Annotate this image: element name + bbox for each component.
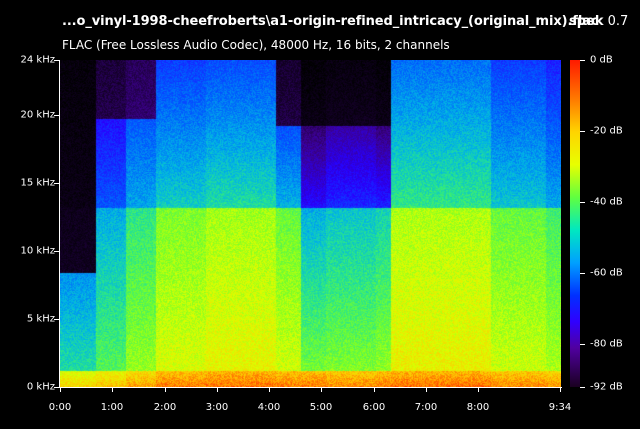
- colorbar-tick-label: -80 dB: [590, 338, 623, 350]
- time-tick-label: 1:00: [100, 402, 124, 413]
- frequency-tick: [54, 387, 60, 388]
- colorbar-tick: [580, 60, 585, 61]
- time-tick-label: 5:00: [309, 402, 333, 413]
- time-tick-label: 0:00: [48, 402, 72, 413]
- frequency-tick: [54, 115, 60, 116]
- frequency-tick-label: 0 kHz: [26, 381, 55, 393]
- time-tick: [560, 387, 561, 392]
- app-version: 0.7: [607, 14, 629, 29]
- stream-info: FLAC (Free Lossless Audio Codec), 48000 …: [62, 38, 450, 52]
- spectrogram-plot: [60, 60, 561, 387]
- time-tick: [426, 387, 427, 392]
- time-tick-label: 9:34: [548, 402, 572, 413]
- colorbar-tick-label: -60 dB: [590, 267, 623, 279]
- colorbar-tick: [580, 387, 585, 388]
- colorbar-tick: [580, 202, 585, 203]
- time-tick-label: 7:00: [414, 402, 438, 413]
- frequency-tick: [54, 183, 60, 184]
- file-title: ...o_vinyl-1998-cheefroberts\a1-origin-r…: [62, 14, 599, 29]
- colorbar-tick-label: -92 dB: [590, 381, 623, 393]
- frequency-tick: [54, 319, 60, 320]
- time-tick: [60, 387, 61, 392]
- time-tick: [321, 387, 322, 392]
- spectrogram-image: [60, 60, 561, 387]
- colorbar-tick-label: -20 dB: [590, 125, 623, 137]
- frequency-tick: [54, 251, 60, 252]
- time-tick: [217, 387, 218, 392]
- time-tick: [165, 387, 166, 392]
- decibel-colorbar: [570, 60, 580, 387]
- time-tick-label: 2:00: [153, 402, 177, 413]
- colorbar-tick-label: -40 dB: [590, 196, 623, 208]
- time-tick-label: 6:00: [362, 402, 386, 413]
- colorbar-tick: [580, 131, 585, 132]
- time-tick: [374, 387, 375, 392]
- time-tick: [269, 387, 270, 392]
- time-tick-label: 4:00: [257, 402, 281, 413]
- time-tick-label: 3:00: [205, 402, 229, 413]
- frequency-tick-label: 15 kHz: [20, 177, 55, 189]
- frequency-tick-label: 10 kHz: [20, 245, 55, 257]
- app-brand: spek 0.7: [569, 14, 628, 29]
- frequency-axis-line: [59, 60, 60, 388]
- colorbar-tick: [580, 273, 585, 274]
- time-tick: [478, 387, 479, 392]
- colorbar-tick: [580, 344, 585, 345]
- frequency-tick-label: 5 kHz: [26, 313, 55, 325]
- app-name: spek: [569, 14, 604, 29]
- colorbar-tick-label: 0 dB: [590, 54, 613, 66]
- frequency-tick-label: 20 kHz: [20, 109, 55, 121]
- frequency-tick: [54, 60, 60, 61]
- frequency-tick-label: 24 kHz: [20, 54, 55, 66]
- time-tick: [112, 387, 113, 392]
- time-axis-line: [59, 387, 562, 388]
- time-tick-label: 8:00: [466, 402, 490, 413]
